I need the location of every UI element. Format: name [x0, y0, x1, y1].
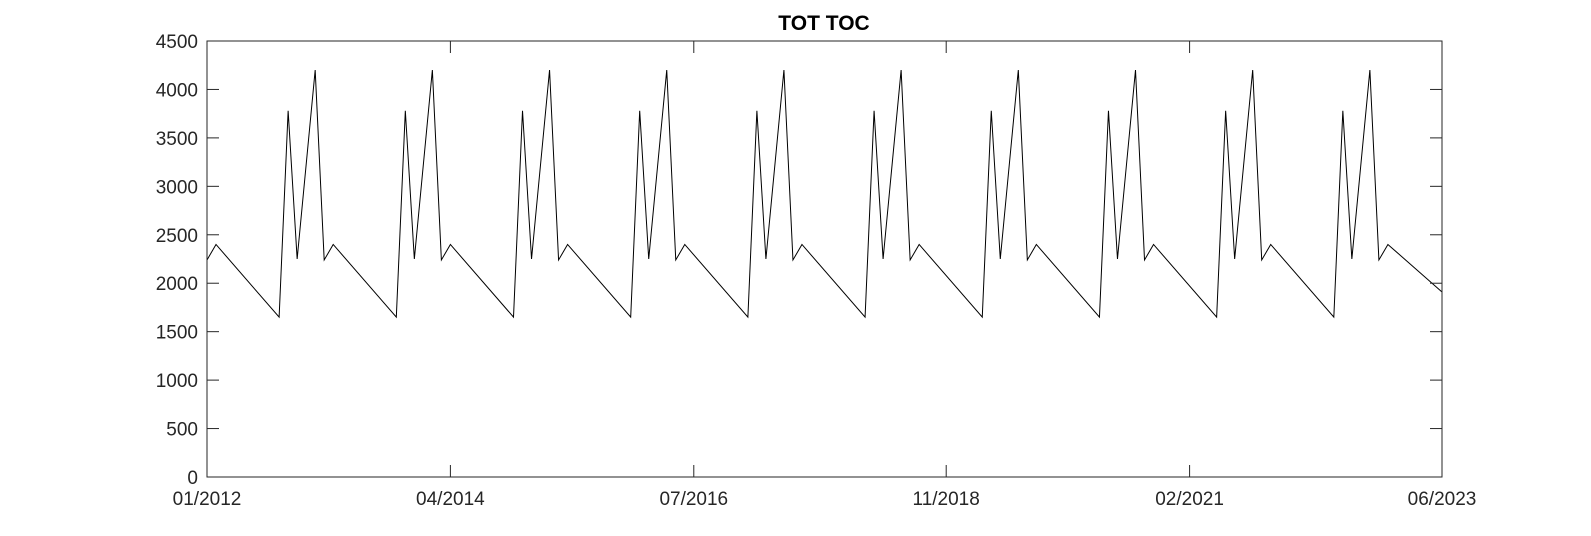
x-tick-label: 07/2016: [659, 489, 728, 510]
y-tick-label: 2500: [156, 226, 198, 247]
y-tick-label: 3500: [156, 129, 198, 150]
plot-area: [206, 70, 1443, 319]
x-tick-label: 04/2014: [416, 489, 485, 510]
x-tick-label: 06/2023: [1408, 489, 1477, 510]
y-tick-label: 4000: [156, 80, 198, 101]
x-tick-label: 01/2012: [173, 489, 242, 510]
series-line-0: [206, 70, 1443, 319]
y-tick-label: 4500: [156, 32, 198, 53]
x-tick-label: 11/2018: [913, 489, 980, 510]
y-tick-label: 500: [166, 420, 198, 441]
chart-title: TOT TOC: [778, 12, 869, 35]
y-tick-label: 3000: [156, 177, 198, 198]
y-tick-label: 1500: [156, 323, 198, 344]
x-tick-label: 02/2021: [1155, 489, 1224, 510]
axes-box: [206, 40, 1443, 478]
y-tick-label: 1000: [156, 371, 198, 392]
axes: 0 500 1000 1500 2000 2500 3000 3500 4000 4500 01/2…: [156, 32, 1477, 510]
y-tick-label: 0: [187, 468, 198, 489]
y-tick-label: 2000: [156, 274, 198, 295]
